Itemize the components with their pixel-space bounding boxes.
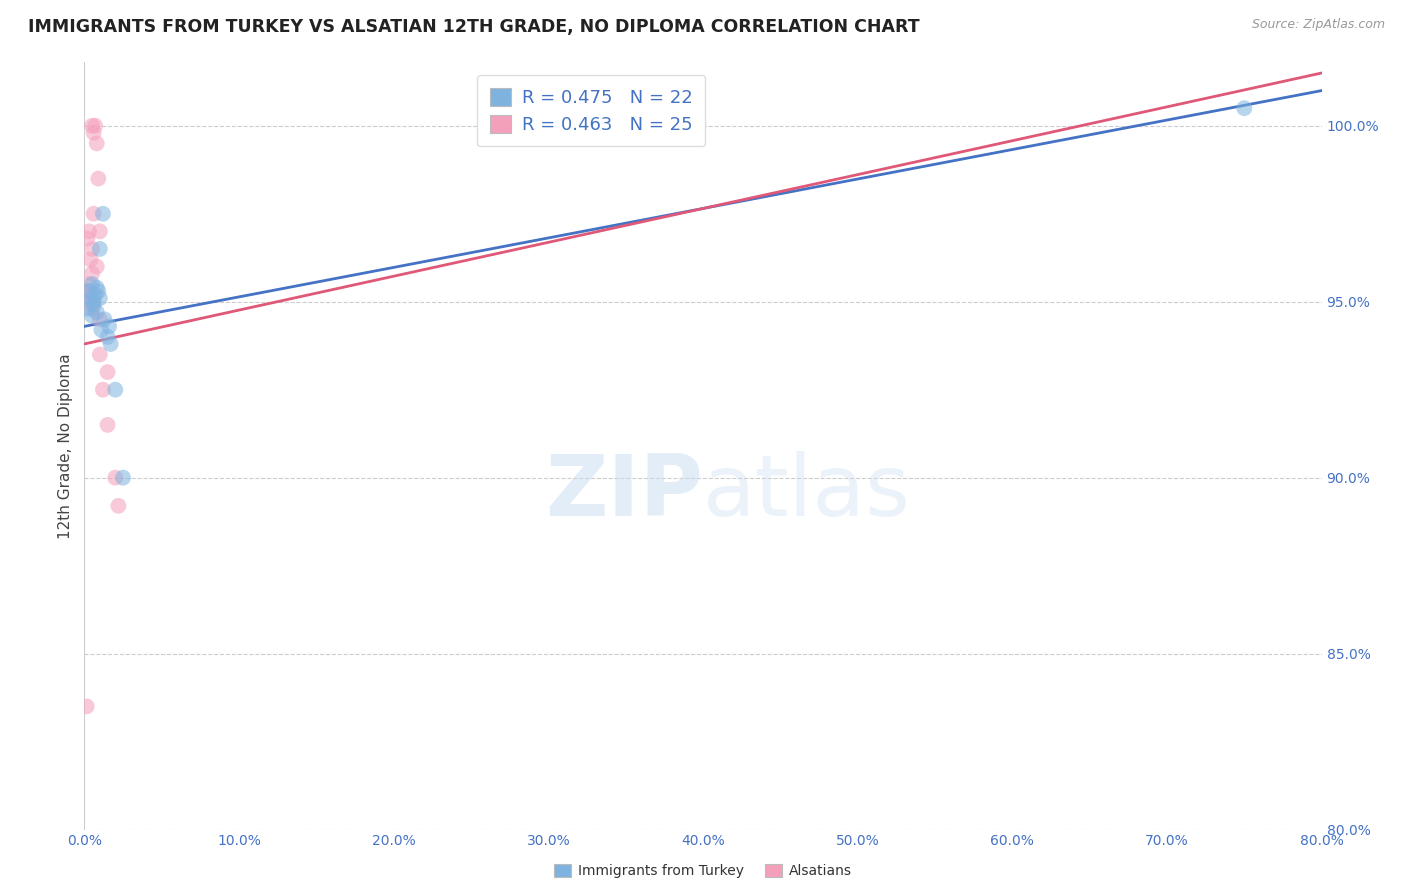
Point [96, 365, 118, 379]
Point [98, 319, 121, 334]
Point [82, 267, 104, 281]
Point [77, 277, 100, 292]
Point [83, 294, 105, 309]
Point [76, 301, 98, 316]
Point [89, 242, 111, 256]
Point [76, 284, 98, 298]
Legend: R = 0.475   N = 22, R = 0.463   N = 25: R = 0.475 N = 22, R = 0.463 N = 25 [477, 75, 706, 146]
Point [79, 287, 101, 301]
Point [76, 699, 98, 714]
Point [76, 231, 98, 245]
Point [86, 305, 108, 319]
Point [104, 383, 127, 397]
Point [82, 242, 104, 256]
Point [86, 280, 108, 294]
Text: atlas: atlas [703, 450, 911, 533]
Point [91, 207, 114, 221]
Point [89, 312, 111, 326]
Point [79, 291, 101, 305]
Point [89, 224, 111, 238]
Point [1233, 101, 1256, 115]
Point [83, 207, 105, 221]
Point [104, 471, 127, 485]
Text: ZIP: ZIP [546, 450, 703, 533]
Point [112, 471, 135, 485]
Point [89, 291, 111, 305]
Point [96, 330, 118, 344]
Point [83, 298, 105, 312]
Point [84, 287, 107, 301]
Point [90, 323, 112, 337]
Point [79, 252, 101, 267]
Point [77, 284, 100, 298]
Point [82, 277, 104, 292]
Point [93, 312, 115, 326]
Point [83, 294, 105, 309]
Point [91, 383, 114, 397]
Point [87, 284, 110, 298]
Point [107, 499, 129, 513]
Y-axis label: 12th Grade, No Diploma: 12th Grade, No Diploma [58, 353, 73, 539]
Point [82, 301, 104, 316]
Text: Source: ZipAtlas.com: Source: ZipAtlas.com [1251, 18, 1385, 31]
Point [82, 119, 104, 133]
Legend: Immigrants from Turkey, Alsatians: Immigrants from Turkey, Alsatians [547, 857, 859, 885]
Point [77, 224, 100, 238]
Text: IMMIGRANTS FROM TURKEY VS ALSATIAN 12TH GRADE, NO DIPLOMA CORRELATION CHART: IMMIGRANTS FROM TURKEY VS ALSATIAN 12TH … [28, 18, 920, 36]
Point [86, 136, 108, 151]
Point [82, 309, 104, 323]
Point [84, 119, 107, 133]
Point [89, 347, 111, 361]
Point [75, 294, 97, 309]
Point [100, 337, 122, 351]
Point [86, 260, 108, 274]
Point [96, 417, 118, 432]
Point [83, 126, 105, 140]
Point [87, 171, 110, 186]
